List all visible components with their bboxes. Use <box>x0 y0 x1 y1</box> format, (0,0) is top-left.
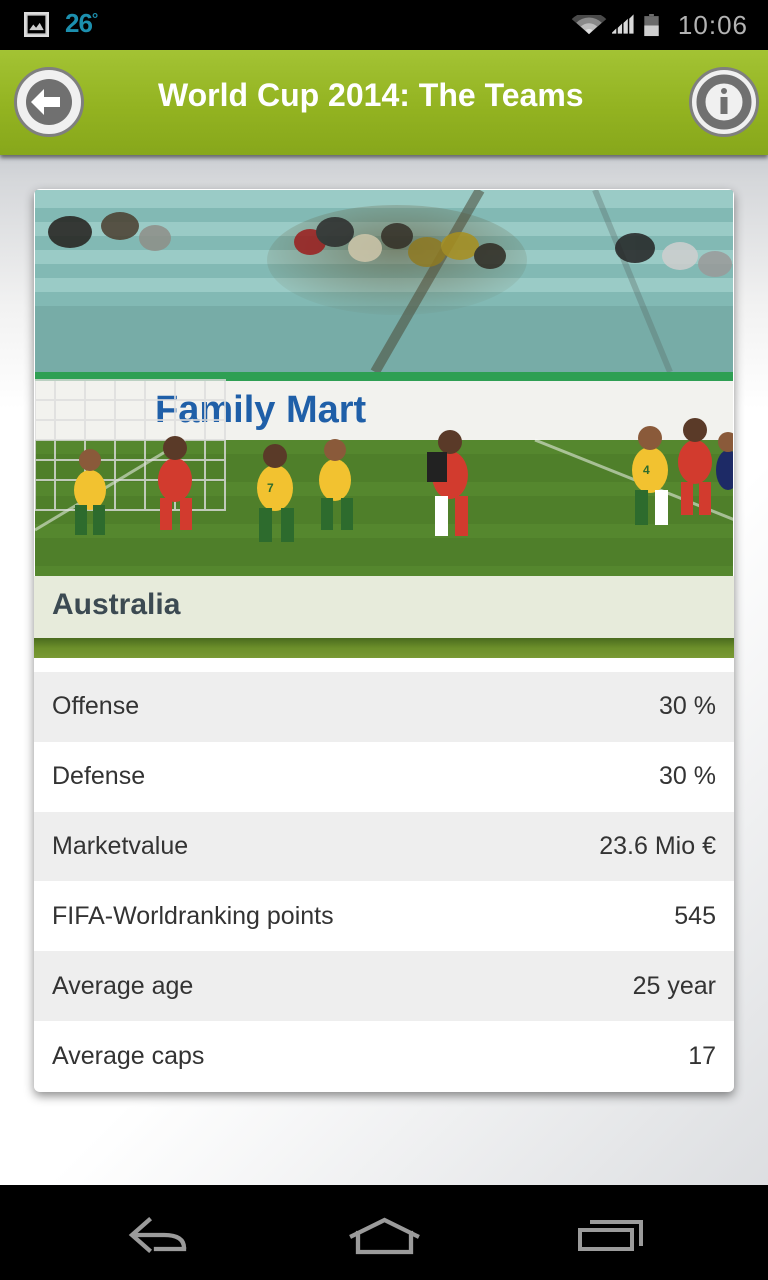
svg-text:4: 4 <box>643 463 650 477</box>
svg-text:Family Mart: Family Mart <box>155 389 367 431</box>
svg-text:7: 7 <box>267 481 274 495</box>
